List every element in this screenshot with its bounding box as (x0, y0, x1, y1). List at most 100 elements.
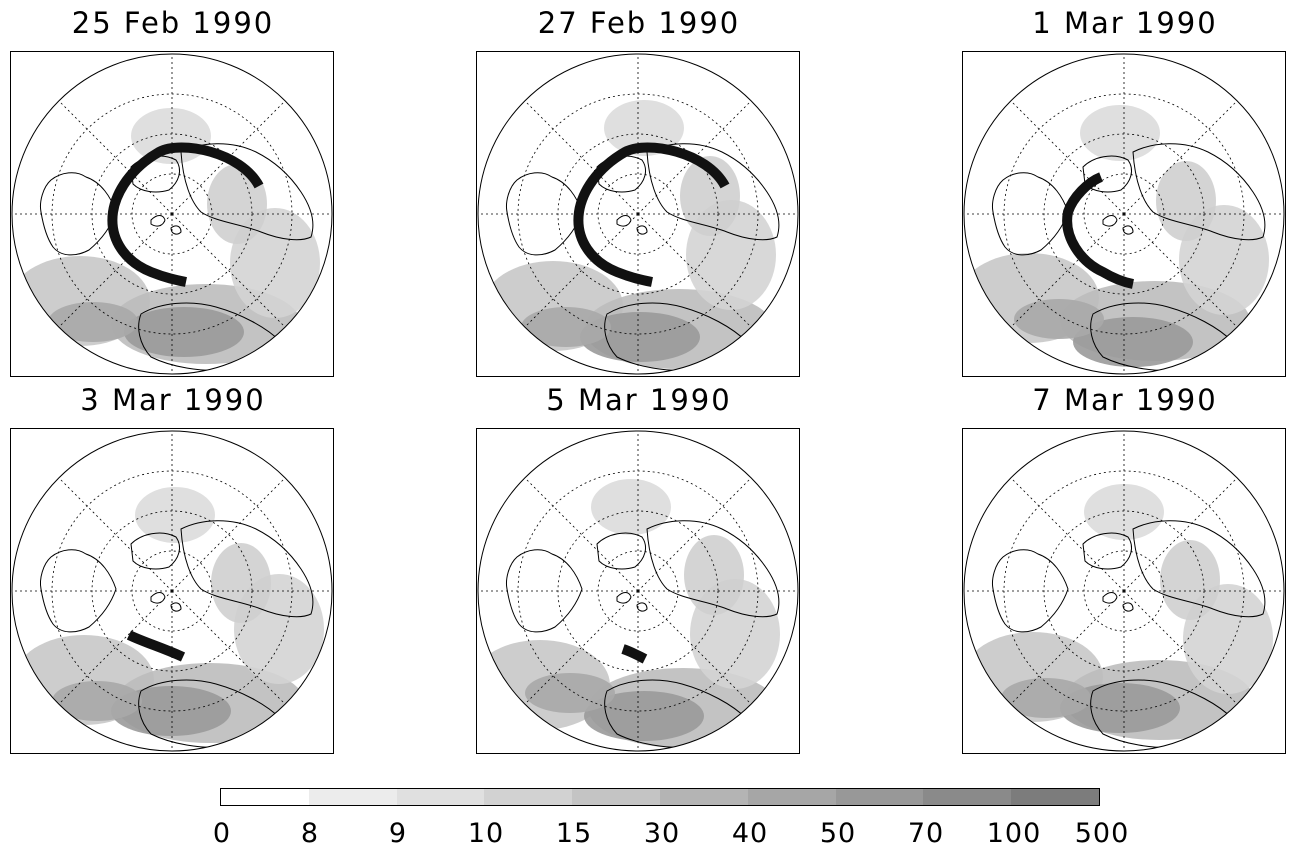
colorbar (220, 788, 1100, 806)
panel-title-2: 27 Feb 1990 (537, 6, 741, 40)
coastline (506, 549, 583, 633)
aerosol-shading (525, 673, 615, 713)
coastline (1082, 155, 1132, 193)
colorbar-swatch (396, 789, 485, 805)
colorbar-swatch (1011, 789, 1099, 805)
polar-stereographic-map (11, 430, 333, 752)
trajectory-path (126, 630, 186, 662)
colorbar-swatch (835, 789, 924, 805)
polar-map-6 (962, 428, 1286, 754)
aerosol-shading (584, 691, 704, 741)
map-boundary-circle (477, 430, 799, 752)
coastline (180, 520, 314, 618)
polar-stereographic-map (963, 53, 1285, 375)
map-boundary-circle (477, 53, 799, 375)
coastline (170, 225, 182, 235)
trajectory-path (621, 644, 648, 664)
coastline (1122, 602, 1134, 612)
polar-map-3 (962, 51, 1286, 377)
aerosol-shading (684, 535, 744, 615)
coastline (636, 602, 648, 612)
colorbar-tick-label: 10 (467, 818, 505, 849)
polar-map-2 (476, 51, 800, 377)
map-boundary-circle (11, 53, 333, 375)
map-boundary-circle (11, 430, 333, 752)
meridian-line (1010, 477, 1125, 592)
colorbar-tick-label: 70 (907, 818, 945, 849)
meridian-line (1010, 100, 1125, 215)
meridian-line (58, 100, 173, 215)
meridian-line (171, 590, 286, 705)
meridian-line (1010, 590, 1125, 705)
meridian-line (637, 590, 752, 705)
colorbar-tick-label: 30 (643, 818, 681, 849)
polar-stereographic-map (963, 430, 1285, 752)
coastline (616, 215, 632, 227)
polar-stereographic-map (11, 53, 333, 375)
coastline (1132, 520, 1266, 618)
aerosol-shading (680, 156, 740, 236)
aerosol-shading (1001, 678, 1091, 718)
aerosol-shading (591, 479, 671, 535)
colorbar-swatch (659, 789, 748, 805)
meridian-line (637, 213, 752, 328)
panel-title-6: 7 Mar 1990 (1032, 383, 1218, 417)
polar-stereographic-map (477, 53, 799, 375)
meridian-line (1010, 213, 1125, 328)
coastline (150, 592, 166, 604)
meridian-line (171, 213, 286, 328)
aerosol-shading (1080, 105, 1160, 161)
coastline (40, 549, 117, 633)
aerosol-shading (521, 307, 611, 347)
aerosol-shading (1156, 161, 1216, 241)
colorbar-tick-label: 500 (1074, 818, 1130, 849)
meridian-line (524, 590, 639, 705)
coastline (646, 520, 780, 618)
aerosol-shading (52, 681, 142, 721)
meridian-line (1123, 590, 1238, 705)
coastline (616, 592, 632, 604)
polar-map-1 (10, 51, 334, 377)
coastline (1102, 215, 1118, 227)
aerosol-shading (1073, 317, 1193, 367)
polar-map-4 (10, 428, 334, 754)
meridian-line (1123, 477, 1238, 592)
coastline (1122, 225, 1134, 235)
polar-stereographic-map (477, 430, 799, 752)
map-boundary-circle (963, 430, 1285, 752)
coastline (180, 143, 314, 241)
aerosol-shading (604, 100, 684, 156)
panel-title-5: 5 Mar 1990 (546, 383, 732, 417)
meridian-line (637, 477, 752, 592)
meridian-line (524, 100, 639, 215)
colorbar-swatch (923, 789, 1012, 805)
colorbar-swatch (221, 789, 309, 805)
colorbar-swatch (747, 789, 836, 805)
panel-title-3: 1 Mar 1990 (1032, 6, 1218, 40)
meridian-line (58, 213, 173, 328)
meridian-line (58, 590, 173, 705)
aerosol-shading (1014, 299, 1104, 339)
colorbar-tick-label: 15 (555, 818, 593, 849)
map-boundary-circle (963, 53, 1285, 375)
colorbar-swatch (308, 789, 397, 805)
aerosol-shading (131, 108, 211, 164)
meridian-line (1123, 213, 1238, 328)
aerosol-shading (1084, 484, 1164, 540)
panel-title-4: 3 Mar 1990 (80, 383, 266, 417)
colorbar-swatch (572, 789, 660, 805)
colorbar-tick-label: 40 (731, 818, 769, 849)
colorbar-tick-label: 8 (300, 818, 320, 849)
trajectory-path (107, 142, 264, 287)
colorbar-tick-label: 100 (986, 818, 1042, 849)
meridian-line (524, 477, 639, 592)
aerosol-shading (1160, 540, 1220, 620)
trajectory-path (573, 142, 730, 287)
coastline (646, 143, 780, 241)
trajectory-path (1062, 172, 1135, 289)
meridian-line (171, 477, 286, 592)
coastline (1082, 532, 1132, 570)
coastline (636, 225, 648, 235)
colorbar-tick-label: 0 (212, 818, 232, 849)
panel-title-1: 25 Feb 1990 (71, 6, 275, 40)
